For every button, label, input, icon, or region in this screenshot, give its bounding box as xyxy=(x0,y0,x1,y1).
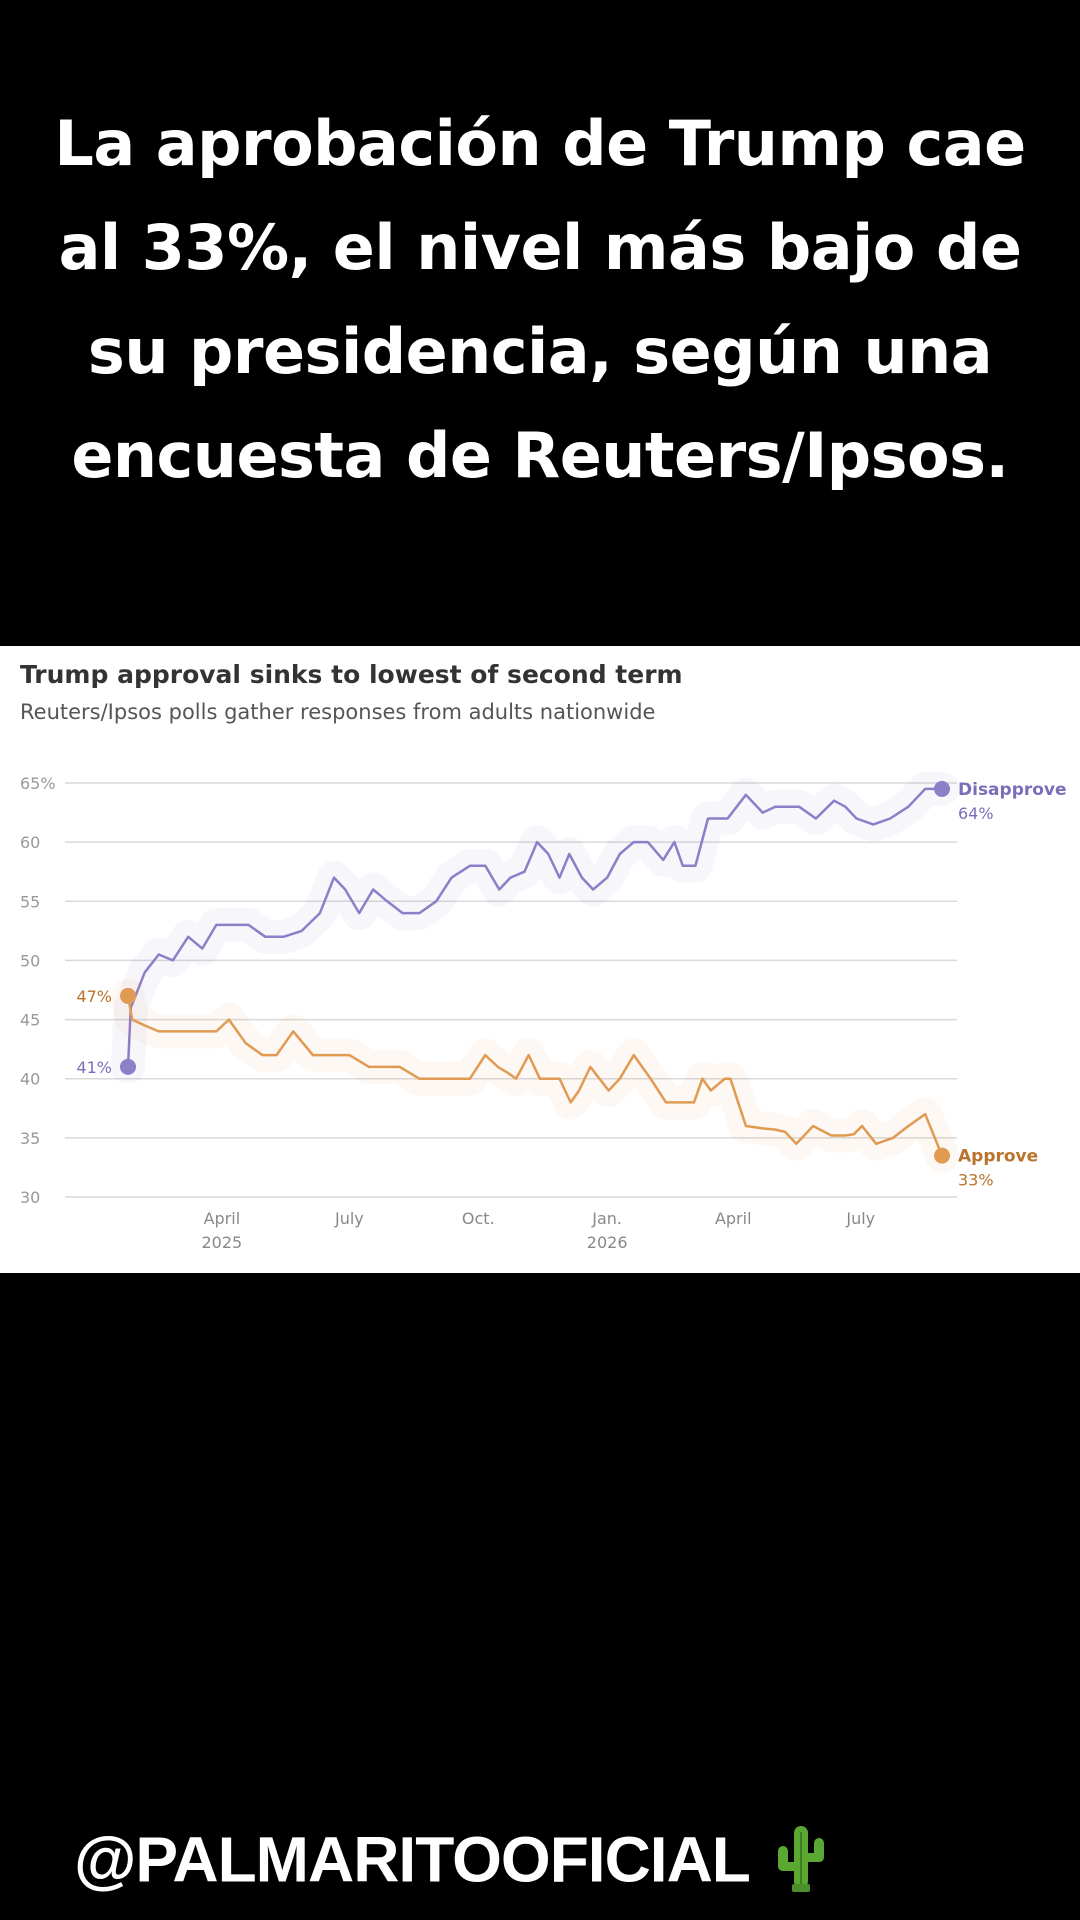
series-end-label: 33% xyxy=(958,1171,994,1190)
y-tick-label: 35 xyxy=(20,1129,40,1148)
series-start-label: 47% xyxy=(76,987,112,1006)
series-line xyxy=(126,995,944,1157)
series-start-point xyxy=(120,1058,136,1075)
series-line xyxy=(126,787,942,1067)
cactus-icon xyxy=(772,1820,830,1909)
headline-line: encuesta de Reuters/Ipsos. xyxy=(71,419,1009,492)
handle-text: @PALMARITOOFICIAL xyxy=(74,1823,750,1896)
series-start-point xyxy=(120,987,136,1004)
series-end-point xyxy=(934,1147,950,1164)
headline-line: al 33%, el nivel más bajo de xyxy=(58,211,1022,284)
headline-line: su presidencia, según una xyxy=(87,315,993,388)
x-tick-label: Jan. xyxy=(591,1209,622,1228)
series-name-label: Approve xyxy=(958,1147,1038,1167)
y-tick-label: 40 xyxy=(20,1070,40,1089)
chart-title: Trump approval sinks to lowest of second… xyxy=(20,660,683,689)
x-tick-label: July xyxy=(334,1209,364,1228)
y-tick-label: 60 xyxy=(20,833,40,852)
headline-line: La aprobación de Trump cae xyxy=(54,107,1026,180)
series-name-label: Disapprove xyxy=(958,780,1067,800)
approval-chart: 65% 60 55 50 45 40 35 30 April 2025 July Oct. Jan. 20… xyxy=(20,771,1067,1252)
x-tick-label: April xyxy=(204,1209,241,1228)
footer-handle: @PALMARITOOFICIAL xyxy=(74,1820,830,1909)
series-end-label: 64% xyxy=(958,804,994,823)
x-tick-label: Oct. xyxy=(462,1209,495,1228)
x-tick-label: July xyxy=(845,1209,875,1228)
x-tick-sublabel: 2026 xyxy=(587,1233,628,1252)
x-tick-label: April xyxy=(715,1209,752,1228)
y-tick-label: 45 xyxy=(20,1011,40,1030)
y-tick-label: 30 xyxy=(20,1188,40,1207)
x-tick-sublabel: 2025 xyxy=(202,1233,243,1252)
y-tick-label: 50 xyxy=(20,951,40,970)
series-end-point xyxy=(934,780,950,797)
y-tick-label: 55 xyxy=(20,892,40,911)
series-start-label: 41% xyxy=(76,1058,112,1077)
headline: La aprobación de Trump cae al 33%, el ni… xyxy=(0,92,1080,508)
chart-subtitle: Reuters/Ipsos polls gather responses fro… xyxy=(20,700,656,724)
y-tick-label: 65% xyxy=(20,774,56,793)
chart-card: 65% 60 55 50 45 40 35 30 April 2025 July Oct. Jan. 20… xyxy=(0,646,1080,1273)
